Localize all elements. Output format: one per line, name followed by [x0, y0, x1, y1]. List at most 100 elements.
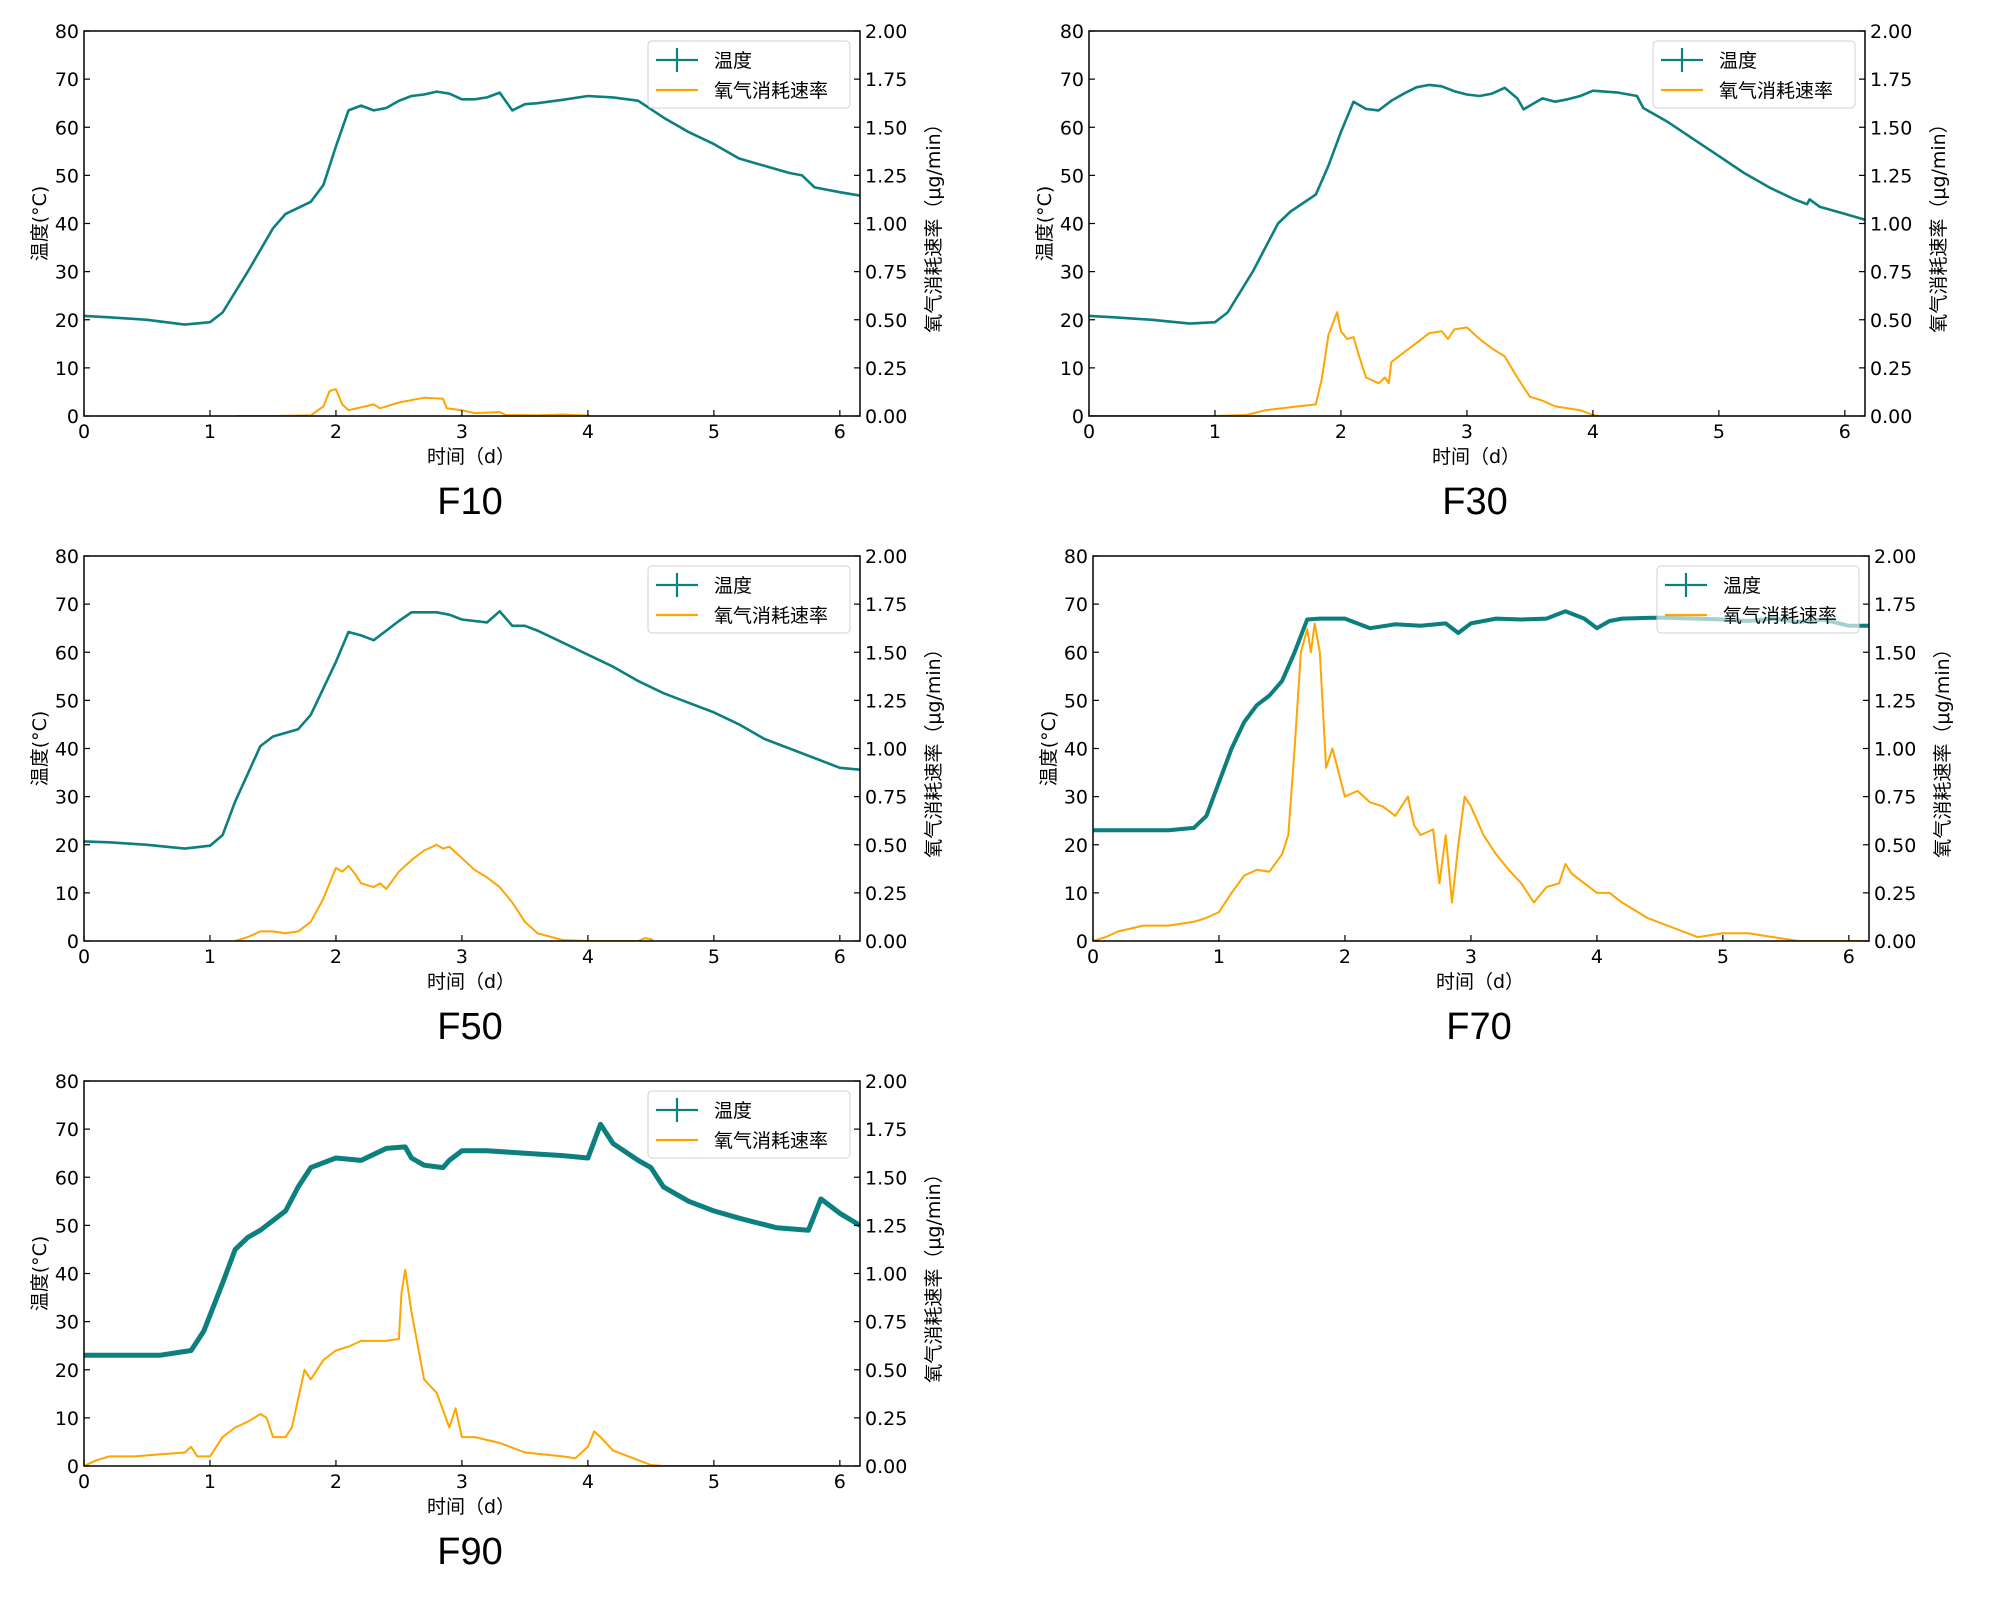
x-tick-label: 5 [1717, 946, 1729, 968]
x-tick-label: 0 [78, 1471, 90, 1493]
y2-tick-label: 2.00 [1870, 21, 1912, 43]
y-tick-label: 60 [1064, 642, 1088, 664]
legend-oxygen-label: 氧气消耗速率 [714, 80, 828, 102]
y-tick-label: 20 [1060, 310, 1084, 332]
x-tick-label: 2 [1339, 946, 1351, 968]
y-tick-label: 0 [67, 1456, 79, 1478]
y-tick-label: 0 [67, 406, 79, 428]
y2-tick-label: 1.75 [1874, 594, 1916, 616]
y-axis-title: 温度(°C) [1038, 711, 1060, 787]
legend-temperature-label: 温度 [714, 50, 752, 72]
x-tick-label: 3 [456, 946, 468, 968]
x-tick-label: 6 [834, 946, 846, 968]
panel-label: F30 [1442, 481, 1507, 523]
legend-oxygen-label: 氧气消耗速率 [1719, 80, 1833, 102]
y-tick-label: 30 [1064, 787, 1088, 809]
chart-panel-f10: 0 1 2 3 4 5 6 0 10 20 30 40 50 60 70 80 0.00 0.25 0.50 0.75… [0, 0, 980, 523]
y-axis-title: 温度(°C) [29, 1236, 51, 1312]
x-axis-title: 时间（d） [1432, 446, 1520, 468]
temperature-line [84, 1121, 860, 1358]
y2-tick-label: 1.25 [865, 165, 907, 187]
y2-axis-title: 氧气消耗速率（μg/min） [923, 1164, 945, 1382]
y-tick-label: 20 [55, 835, 79, 857]
x-axis-title: 时间（d） [427, 1496, 515, 1518]
y-axis-title: 温度(°C) [1034, 186, 1056, 262]
panel-label: F90 [437, 1531, 502, 1573]
temperature-line [84, 90, 860, 326]
x-tick-label: 3 [1465, 946, 1477, 968]
y2-tick-label: 1.75 [865, 594, 907, 616]
y2-tick-label: 0.50 [865, 310, 907, 332]
y2-tick-label: 0.00 [865, 406, 907, 428]
x-tick-label: 0 [78, 946, 90, 968]
x-tick-label: 2 [330, 421, 342, 443]
y-tick-label: 0 [67, 931, 79, 953]
legend-box [1652, 40, 1856, 109]
legend-temperature-label: 温度 [1723, 575, 1761, 597]
y-axis-title: 温度(°C) [29, 186, 51, 262]
y-tick-label: 50 [1060, 165, 1084, 187]
legend-box [647, 1090, 851, 1159]
y2-tick-label: 1.00 [865, 739, 907, 761]
y2-tick-label: 0.75 [865, 262, 907, 284]
y2-tick-label: 2.00 [865, 21, 907, 43]
x-axis-title: 时间（d） [427, 446, 515, 468]
legend-oxygen-label: 氧气消耗速率 [1723, 605, 1837, 627]
chart-panel-f70: 0 1 2 3 4 5 6 0 10 20 30 40 50 60 70 80 0.00 0.25 0.50 0.75… [1009, 525, 1989, 1048]
y2-tick-label: 0.25 [1870, 358, 1912, 380]
y2-tick-label: 0.25 [865, 883, 907, 905]
temperature-line-overlay [1093, 609, 1869, 833]
y-tick-label: 80 [55, 21, 79, 43]
chart-f50: 0 1 2 3 4 5 6010203040506070800.000.250.500.75… [29, 546, 945, 1048]
oxygen-rate-line [235, 388, 591, 416]
oxygen-rate-line [1089, 311, 1600, 416]
x-tick-label: 6 [834, 1471, 846, 1493]
y-tick-label: 80 [55, 1071, 79, 1093]
y2-tick-label: 0.75 [865, 787, 907, 809]
x-tick-label: 4 [1591, 946, 1603, 968]
y2-tick-label: 1.75 [865, 69, 907, 91]
y-tick-label: 40 [55, 214, 79, 236]
y-tick-label: 50 [55, 165, 79, 187]
y2-tick-label: 0.25 [865, 358, 907, 380]
x-tick-label: 5 [1713, 421, 1725, 443]
x-tick-label: 2 [1335, 421, 1347, 443]
y2-tick-label: 0.00 [865, 1456, 907, 1478]
y-tick-label: 10 [55, 358, 79, 380]
y-axis-title: 温度(°C) [29, 711, 51, 787]
y-tick-label: 20 [1064, 835, 1088, 857]
y-tick-label: 20 [55, 310, 79, 332]
y2-tick-label: 0.50 [1874, 835, 1916, 857]
y2-tick-label: 1.25 [1874, 690, 1916, 712]
y2-tick-label: 1.50 [865, 642, 907, 664]
x-tick-label: 6 [1843, 946, 1855, 968]
legend-box [647, 40, 851, 109]
x-tick-label: 0 [78, 421, 90, 443]
y2-tick-label: 0.50 [865, 835, 907, 857]
y-tick-label: 50 [55, 690, 79, 712]
y2-tick-label: 1.25 [865, 690, 907, 712]
y-tick-label: 80 [55, 546, 79, 568]
y-tick-label: 70 [1060, 69, 1084, 91]
y2-tick-label: 1.50 [1874, 642, 1916, 664]
x-tick-label: 3 [1461, 421, 1473, 443]
x-axis-title: 时间（d） [1436, 971, 1524, 993]
y-tick-label: 30 [55, 1312, 79, 1334]
chart-panel-f30: 0 1 2 3 4 5 6 0 10 20 30 40 50 60 70 80 0.00 0.25 0.50 0.75… [1005, 0, 1985, 523]
x-tick-label: 3 [456, 1471, 468, 1493]
y2-tick-label: 1.00 [1870, 214, 1912, 236]
x-tick-label: 1 [204, 421, 216, 443]
x-tick-label: 5 [708, 946, 720, 968]
y-tick-label: 80 [1064, 546, 1088, 568]
x-tick-label: 3 [456, 421, 468, 443]
y-tick-label: 10 [55, 883, 79, 905]
oxygen-rate-line [234, 843, 655, 941]
y2-tick-label: 0.00 [1874, 931, 1916, 953]
x-tick-label: 1 [204, 1471, 216, 1493]
y-tick-label: 40 [1060, 214, 1084, 236]
chart-f30: 0 1 2 3 4 5 6010203040506070800.000.250.500.75… [1034, 21, 1950, 523]
y2-tick-label: 1.00 [1874, 739, 1916, 761]
